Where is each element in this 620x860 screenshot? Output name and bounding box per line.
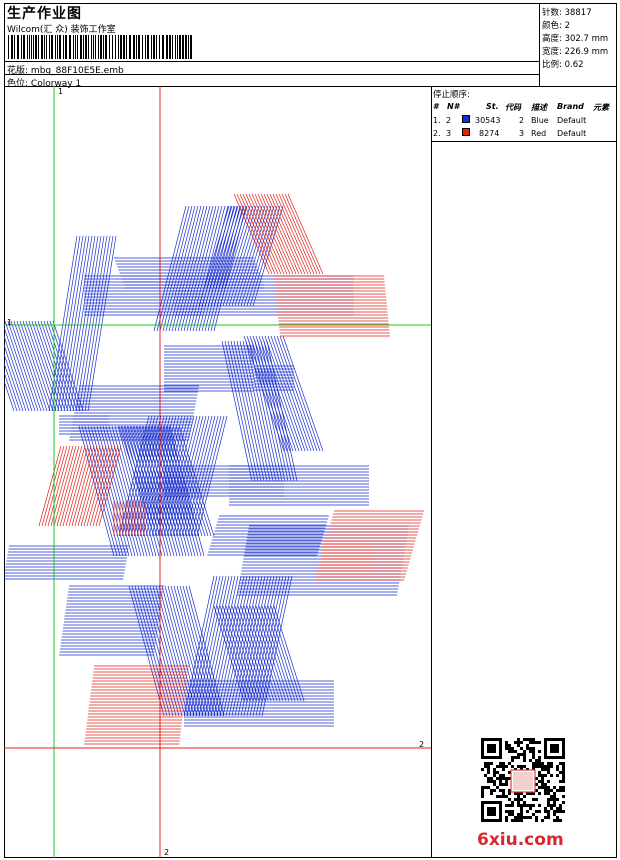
table-bottom-rule [431, 141, 617, 142]
header-divider [4, 74, 540, 75]
stat-width: 宽度: 226.9 mm [542, 47, 609, 57]
row-index: 1. [433, 116, 441, 125]
row-desc: Blue [531, 116, 549, 125]
row-stitches: 8274 [479, 129, 500, 138]
row-code: 3 [519, 129, 525, 138]
col-header-stitches: St. [486, 102, 499, 111]
colorway-label: 色位: [7, 79, 29, 89]
colorway-row: 色位: Colorway 1 [7, 76, 81, 89]
design-value: mbg_88F10E5E.emb [30, 66, 124, 76]
header-left [4, 3, 540, 87]
design-label: 花版: [7, 66, 29, 76]
axis-label-green-left: 1 [7, 318, 13, 327]
barcode [8, 35, 192, 59]
row-desc: Red [531, 129, 547, 138]
company-name: Wilcom(汇 众) 装饰工作室 [7, 25, 116, 35]
header-stats [539, 3, 617, 87]
axis-label-green-top: 1 [58, 87, 64, 96]
color-swatch-red [462, 128, 470, 136]
stat-colors: 颜色: 2 [542, 21, 570, 31]
embroidery-preview [4, 86, 432, 858]
row-index: 2. [433, 129, 441, 138]
qr-code [481, 738, 565, 822]
row-stitches: 30543 [475, 116, 501, 125]
color-swatch-blue [462, 115, 470, 123]
design-file-row: 花版: mbg_88F10E5E.emb [7, 63, 124, 76]
col-header-desc: 描述 [531, 103, 547, 112]
watermark-logo: 6xiu.com [477, 830, 564, 850]
stop-sequence-panel [431, 86, 617, 858]
colorway-value: Colorway 1 [30, 79, 82, 89]
page-title: 生产作业图 [7, 6, 82, 22]
col-header-index: # [433, 102, 439, 111]
row-brand: Default [557, 116, 587, 125]
row-n: 3 [446, 129, 452, 138]
row-brand: Default [557, 129, 587, 138]
stat-height: 高度: 302.7 mm [542, 34, 609, 44]
col-header-code: 代码 [505, 103, 521, 112]
header-divider [4, 61, 540, 62]
stat-stitches: 针数: 38817 [542, 8, 592, 18]
row-code: 2 [519, 116, 525, 125]
page-frame [4, 3, 617, 858]
axis-label-red-right: 2 [419, 740, 425, 749]
col-header-brand: Brand [557, 102, 584, 111]
col-header-element: 元素 [593, 103, 609, 112]
axis-label-red-bottom: 2 [164, 848, 170, 857]
stat-scale: 比例: 0.62 [542, 60, 584, 70]
stop-sequence-title: 停止顺序: [433, 90, 470, 100]
col-header-n: N# [447, 102, 460, 111]
row-n: 2 [446, 116, 452, 125]
